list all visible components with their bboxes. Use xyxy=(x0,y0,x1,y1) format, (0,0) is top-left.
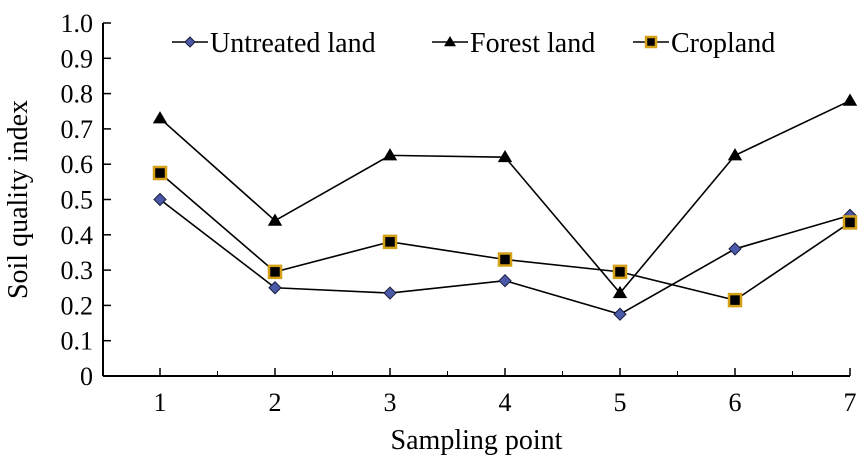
y-axis-title: Soil quality index xyxy=(3,100,34,299)
y-tick-label: 1.0 xyxy=(61,9,94,38)
marker-triangle xyxy=(444,36,456,47)
legend: Untreated land Forest land Cropland xyxy=(172,28,775,59)
marker-diamond xyxy=(184,36,196,48)
series-cropland xyxy=(152,165,858,308)
y-tick-label: 0.9 xyxy=(61,44,94,73)
marker-square xyxy=(842,215,858,230)
y-tick-label: 0 xyxy=(80,362,93,391)
marker-triangle xyxy=(382,148,398,161)
y-tick-label: 0.4 xyxy=(61,221,94,250)
marker-square xyxy=(152,165,168,181)
y-tick-label: 0.7 xyxy=(61,115,94,144)
marker-diamond xyxy=(153,192,167,207)
x-tick-label: 5 xyxy=(614,388,627,417)
marker-square xyxy=(267,264,283,280)
x-tick-label: 7 xyxy=(844,388,857,417)
marker-diamond xyxy=(728,242,742,256)
marker-diamond xyxy=(268,281,282,295)
y-tick-label: 0.2 xyxy=(61,291,94,320)
y-tick-label: 0.1 xyxy=(61,327,94,356)
x-tick-label: 2 xyxy=(269,388,282,417)
x-axis-title: Sampling point xyxy=(391,425,563,456)
marker-triangle xyxy=(727,148,743,161)
x-tick-label: 4 xyxy=(499,388,512,417)
marker-square xyxy=(497,252,513,267)
x-tick-label: 3 xyxy=(384,388,397,417)
x-tick-label: 6 xyxy=(729,388,742,417)
y-tick-label: 0.6 xyxy=(61,150,94,179)
legend-item: Cropland xyxy=(633,28,775,59)
marker-triangle xyxy=(152,111,168,124)
marker-triangle xyxy=(842,93,858,106)
series-untreated-land xyxy=(153,192,857,321)
marker-square xyxy=(727,292,743,308)
marker-square xyxy=(612,264,628,280)
marker-square xyxy=(382,234,398,250)
legend-item: Forest land xyxy=(432,28,595,59)
series-forest-land xyxy=(152,93,858,299)
marker-diamond xyxy=(498,273,512,288)
marker-square xyxy=(644,35,658,49)
legend-label: Untreated land xyxy=(210,28,376,59)
axes xyxy=(102,22,851,377)
y-tick-label: 0.8 xyxy=(61,80,94,109)
y-tick-labels: 0 0.1 0.2 0.3 0.4 0.5 0.6 0.7 0.8 0.9 1.0 xyxy=(61,9,94,391)
marker-triangle xyxy=(267,213,283,226)
x-tick-labels: 1 2 3 4 5 6 7 xyxy=(154,388,857,417)
marker-diamond xyxy=(613,307,627,321)
legend-item: Untreated land xyxy=(172,28,376,59)
legend-label: Forest land xyxy=(470,28,595,59)
marker-diamond xyxy=(383,286,397,300)
y-tick-label: 0.3 xyxy=(61,256,94,285)
marker-triangle xyxy=(612,285,628,299)
legend-label: Cropland xyxy=(671,28,775,59)
marker-triangle xyxy=(497,149,513,163)
x-tick-label: 1 xyxy=(154,388,167,417)
series-group xyxy=(152,93,858,321)
y-tick-label: 0.5 xyxy=(61,186,94,215)
